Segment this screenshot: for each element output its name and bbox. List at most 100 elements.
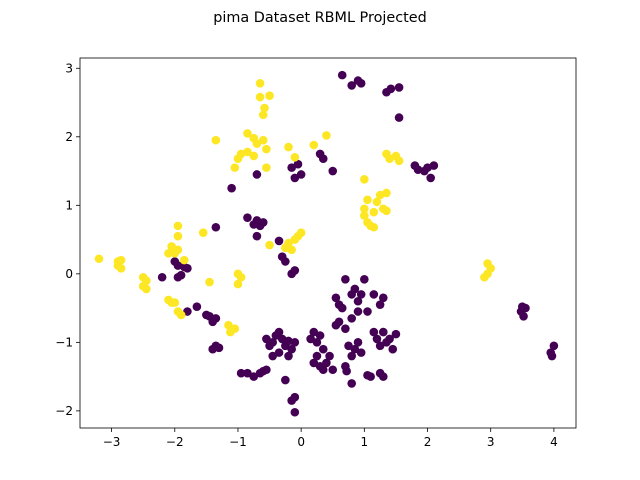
- data-point-class-0: [274, 236, 284, 246]
- data-point-class-0: [309, 327, 319, 337]
- data-point-class-1: [309, 140, 319, 150]
- data-point-class-0: [350, 344, 360, 354]
- data-point-class-1: [369, 207, 379, 217]
- data-point-class-1: [211, 135, 221, 145]
- data-point-class-1: [360, 211, 369, 220]
- data-point-class-0: [388, 344, 398, 354]
- data-point-class-0: [360, 275, 369, 284]
- data-point-class-0: [290, 338, 300, 347]
- y-tick-label: 2: [65, 130, 73, 144]
- data-point-class-0: [356, 348, 366, 357]
- data-point-class-1: [142, 284, 151, 294]
- data-point-class-1: [230, 324, 240, 333]
- data-point-class-1: [258, 135, 268, 145]
- data-point-class-0: [391, 329, 401, 339]
- data-point-class-1: [255, 79, 265, 88]
- data-point-class-0: [366, 372, 375, 381]
- data-point-class-0: [274, 327, 284, 337]
- data-point-class-1: [116, 264, 126, 273]
- data-point-class-0: [363, 307, 372, 316]
- data-point-class-0: [342, 366, 351, 376]
- data-point-class-0: [312, 338, 322, 347]
- data-point-class-0: [268, 338, 278, 347]
- data-point-class-0: [347, 379, 356, 388]
- data-point-class-1: [290, 153, 300, 162]
- data-point-class-1: [236, 272, 246, 282]
- data-point-class-0: [290, 173, 300, 183]
- data-point-class-0: [350, 284, 360, 294]
- data-point-class-1: [243, 129, 252, 138]
- data-point-class-0: [356, 290, 366, 299]
- data-point-class-1: [262, 144, 271, 154]
- data-point-class-0: [290, 392, 300, 402]
- data-point-class-0: [353, 338, 363, 347]
- data-point-class-1: [284, 142, 293, 152]
- data-point-class-1: [233, 154, 243, 164]
- data-point-class-1: [243, 147, 252, 157]
- x-tick-label: 2: [424, 435, 432, 449]
- x-tick-label: −1: [229, 435, 247, 449]
- data-point-class-0: [293, 159, 303, 169]
- data-point-class-0: [290, 407, 300, 417]
- data-point-class-0: [173, 272, 183, 282]
- data-point-class-0: [344, 341, 353, 351]
- data-point-class-1: [363, 195, 372, 205]
- y-tick-label: 3: [65, 61, 73, 75]
- data-point-class-0: [369, 290, 379, 299]
- data-point-class-1: [382, 188, 391, 198]
- data-point-class-0: [236, 368, 246, 378]
- data-point-class-0: [214, 343, 224, 353]
- data-point-class-1: [230, 163, 240, 172]
- data-point-class-0: [157, 272, 167, 282]
- data-point-class-0: [328, 166, 338, 176]
- data-point-class-1: [265, 240, 274, 250]
- data-point-class-0: [519, 312, 528, 321]
- data-point-class-0: [429, 161, 439, 170]
- data-point-class-0: [227, 183, 236, 193]
- chart-title: pima Dataset RBML Projected: [213, 10, 427, 26]
- data-point-class-0: [347, 314, 356, 323]
- x-tick-label: 4: [550, 435, 558, 449]
- data-point-class-0: [306, 334, 315, 344]
- data-point-class-1: [249, 151, 259, 161]
- data-point-class-0: [192, 302, 202, 312]
- data-point-class-0: [268, 351, 278, 361]
- data-point-class-1: [198, 228, 208, 238]
- data-point-class-0: [281, 375, 290, 385]
- data-point-class-0: [309, 358, 319, 368]
- data-point-class-1: [360, 174, 369, 184]
- x-tick-label: −2: [166, 435, 184, 449]
- data-point-class-1: [372, 197, 382, 207]
- data-point-class-0: [287, 344, 296, 354]
- data-point-class-0: [372, 334, 382, 344]
- data-point-class-1: [265, 91, 274, 100]
- data-point-class-0: [262, 365, 271, 375]
- data-point-class-0: [375, 300, 385, 309]
- data-point-class-1: [233, 279, 243, 289]
- data-point-class-0: [322, 358, 331, 368]
- data-point-class-0: [281, 257, 290, 266]
- x-tick-label: 0: [297, 435, 305, 449]
- data-point-class-0: [331, 320, 341, 330]
- x-tick-label: 3: [487, 435, 495, 449]
- data-point-class-1: [293, 231, 303, 241]
- data-point-class-0: [341, 275, 350, 284]
- data-point-class-0: [243, 213, 252, 222]
- data-point-class-0: [369, 327, 379, 337]
- data-point-class-0: [549, 341, 559, 351]
- data-point-class-0: [331, 293, 341, 303]
- data-point-class-0: [312, 351, 322, 361]
- data-point-class-0: [262, 334, 271, 344]
- data-point-class-1: [369, 222, 379, 232]
- data-point-class-0: [378, 372, 388, 381]
- data-point-class-1: [164, 248, 173, 258]
- y-axis: −2 −1 0 1 2 3: [55, 61, 80, 418]
- data-point-class-1: [322, 131, 331, 140]
- data-point-class-0: [385, 334, 394, 344]
- y-tick-label: −2: [55, 404, 73, 418]
- data-point-class-0: [353, 307, 363, 316]
- data-point-class-0: [347, 351, 356, 361]
- data-point-class-0: [378, 327, 388, 337]
